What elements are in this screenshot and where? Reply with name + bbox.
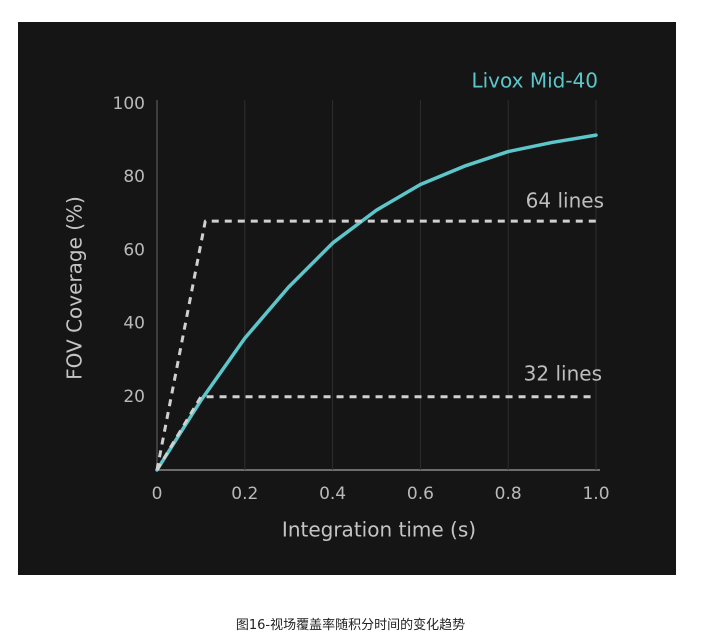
y-tick-label: 100 [113,94,145,114]
chart-background [18,22,676,575]
caption: 图16-视场覆盖率随积分时间的变化趋势 [235,618,466,633]
series-line [155,219,596,471]
y-tick-label: 20 [123,387,145,407]
x-tick-label: 0 [152,484,163,504]
series-line [155,395,596,471]
x-tick-label: 0.2 [231,484,258,504]
x-tick-label: 0.8 [495,484,522,504]
series-label: 64 lines [526,189,604,213]
x-tick-label: 0.4 [319,484,346,504]
y-axis-title: FOV Coverage (%) [63,196,87,380]
series-label: Livox Mid-40 [471,69,598,93]
x-tick-label: 1.0 [582,484,609,504]
x-tick-label: 0.6 [407,484,434,504]
y-tick-label: 80 [123,167,145,187]
series-line [155,133,598,472]
series-label: 32 lines [524,362,602,386]
chart: Integration time (s) FOV Coverage (%) 0 0… [18,22,676,575]
x-axis-title: Integration time (s) [282,518,476,542]
y-tick-label: 60 [123,240,145,260]
y-tick-label: 40 [123,314,145,334]
